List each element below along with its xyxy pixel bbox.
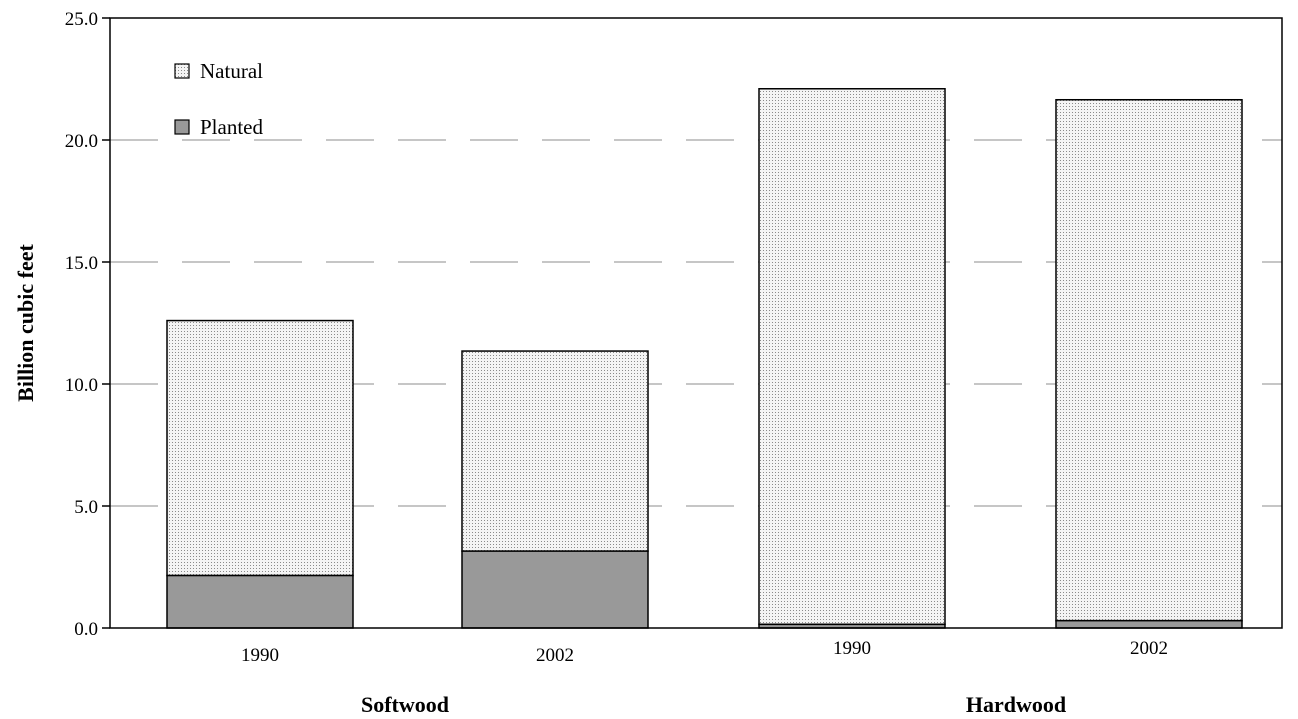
y-tick-label: 5.0 xyxy=(74,497,98,518)
bar-planted xyxy=(166,574,354,629)
plot-area xyxy=(109,17,1283,629)
legend-label: Planted xyxy=(200,115,263,139)
y-tick-label: 10.0 xyxy=(65,375,98,396)
bars xyxy=(166,88,1243,629)
y-axis-label: Billion cubic feet xyxy=(13,244,38,402)
y-tick-label: 15.0 xyxy=(65,253,98,274)
bar-planted xyxy=(1055,619,1243,629)
bar-natural xyxy=(1055,98,1243,622)
y-tick-label: 20.0 xyxy=(65,131,98,152)
y-tick-label: 25.0 xyxy=(65,9,98,30)
bar-natural xyxy=(758,88,946,626)
group-labels: Softwood Hardwood xyxy=(361,692,1066,717)
legend-swatch xyxy=(174,63,190,79)
x-tick-label: 1990 xyxy=(833,638,871,659)
bar-natural xyxy=(461,350,649,552)
bar-natural xyxy=(166,319,354,577)
x-axis-ticks: 1990 2002 1990 2002 xyxy=(241,638,1168,666)
x-tick-label: 1990 xyxy=(241,645,279,666)
legend-label: Natural xyxy=(200,59,263,83)
y-axis-ticks: 0.0 5.0 10.0 15.0 20.0 25.0 xyxy=(65,9,110,640)
x-tick-label: 2002 xyxy=(536,645,574,666)
legend: Natural Planted xyxy=(174,59,263,139)
x-tick-label: 2002 xyxy=(1130,638,1168,659)
bar-planted xyxy=(461,550,649,629)
group-label: Hardwood xyxy=(966,692,1066,717)
y-tick-label: 0.0 xyxy=(74,619,98,640)
legend-swatch xyxy=(174,119,190,135)
group-label: Softwood xyxy=(361,692,449,717)
